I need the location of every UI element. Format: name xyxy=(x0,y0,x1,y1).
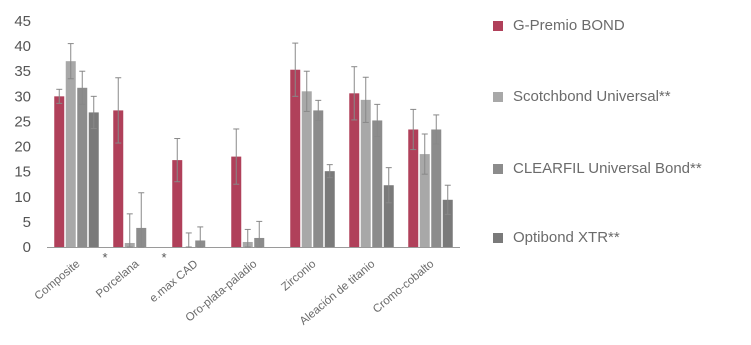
bar-scotchbond-universal-composite xyxy=(65,61,76,247)
bar-scotchbond-universal-aleacion-de-titanio xyxy=(360,99,371,247)
error-bar-clearfil-universal-bond-zirconio xyxy=(315,99,322,121)
x-tick-label-zirconio: Zirconio xyxy=(279,258,318,293)
x-tick-label-porcelana: Porcelana xyxy=(94,258,142,301)
bar-clearfil-universal-bond-zirconio xyxy=(313,110,324,247)
annotation-asterisk-1: * xyxy=(102,250,107,265)
x-tick-label-cromo-cobalto: Cromo-cobalto xyxy=(371,258,436,316)
error-bar-optibond-xtr-zirconio xyxy=(326,164,333,179)
bar-optibond-xtr-zirconio xyxy=(324,171,335,247)
x-axis: Composite Porcelana e.max CADOro-plata-pal… xyxy=(33,247,460,328)
error-bar-clearfil-universal-bond-oro-plata-paladio xyxy=(256,220,263,248)
bar-clearfil-universal-bond-composite xyxy=(77,87,88,247)
legend-swatch-clearfil-universal-bond xyxy=(493,163,503,174)
legend-swatch-g-premio-bond xyxy=(493,20,503,31)
x-tick-label-composite: Composite xyxy=(33,258,83,303)
error-bar-g-premio-bond-oro-plata-paladio xyxy=(233,128,240,185)
error-bar-g-premio-bond-e-max-cad xyxy=(174,138,181,183)
error-bar-clearfil-universal-bond-composite xyxy=(79,70,86,105)
error-bar-g-premio-bond-cromo-cobalto xyxy=(410,108,417,151)
legend-item-optibond-xtr: Optibond XTR** xyxy=(493,229,620,246)
error-bar-scotchbond-universal-composite xyxy=(67,43,74,80)
bar-g-premio-bond-zirconio xyxy=(290,69,301,248)
y-tick-label: 45 xyxy=(14,13,31,30)
legend-item-g-premio-bond: G-Premio BOND xyxy=(493,17,625,34)
y-tick-label: 35 xyxy=(14,63,31,80)
error-bar-clearfil-universal-bond-porcelana xyxy=(138,192,145,248)
bar-clearfil-universal-bond-cromo-cobalto xyxy=(431,129,442,247)
bar-g-premio-bond-composite xyxy=(54,96,65,247)
y-tick-label: 30 xyxy=(14,88,31,105)
legend-item-clearfil-universal-bond: CLEARFIL Universal Bond** xyxy=(493,160,702,177)
error-bar-g-premio-bond-composite xyxy=(56,88,63,104)
bar-scotchbond-universal-zirconio xyxy=(301,91,312,247)
legend-swatch-optibond-xtr xyxy=(493,232,503,243)
bar-chart: 0 5 10 15 20 25 30 35 40 45 Composite Porcelana e.m… xyxy=(14,13,460,328)
bar-optibond-xtr-composite xyxy=(88,112,99,247)
error-bar-scotchbond-universal-e-max-cad xyxy=(185,232,192,248)
bar-optibond-xtr-aleacion-de-titanio xyxy=(383,185,394,247)
y-tick-label: 25 xyxy=(14,113,31,130)
legend-swatch-scotchbond-universal xyxy=(493,91,503,102)
error-bar-optibond-xtr-cromo-cobalto xyxy=(444,184,451,215)
y-tick-label: 20 xyxy=(14,139,31,156)
error-bar-scotchbond-universal-porcelana xyxy=(126,213,133,248)
annotations: * * xyxy=(102,250,166,265)
error-bar-g-premio-bond-zirconio xyxy=(292,42,299,97)
bar-g-premio-bond-e-max-cad xyxy=(172,160,183,247)
error-bar-scotchbond-universal-oro-plata-paladio xyxy=(244,228,251,248)
y-tick-label: 5 xyxy=(23,214,31,231)
bar-g-premio-bond-porcelana xyxy=(113,110,124,247)
error-bars xyxy=(56,42,451,248)
annotation-asterisk-2: * xyxy=(161,250,166,265)
bars xyxy=(54,61,453,248)
bar-g-premio-bond-cromo-cobalto xyxy=(408,129,419,247)
y-tick-label: 0 xyxy=(23,239,31,256)
error-bar-clearfil-universal-bond-aleacion-de-titanio xyxy=(374,103,381,138)
error-bar-clearfil-universal-bond-cromo-cobalto xyxy=(433,114,440,145)
legend-item-scotchbond-universal: Scotchbond Universal** xyxy=(493,88,671,105)
bar-optibond-xtr-cromo-cobalto xyxy=(442,199,453,247)
legend-label-scotchbond-universal: Scotchbond Universal** xyxy=(513,88,671,105)
bar-clearfil-universal-bond-aleacion-de-titanio xyxy=(372,120,383,247)
error-bar-scotchbond-universal-aleacion-de-titanio xyxy=(362,76,369,123)
y-axis: 0 5 10 15 20 25 30 35 40 45 xyxy=(14,13,31,256)
legend-label-g-premio-bond: G-Premio BOND xyxy=(513,17,625,34)
error-bar-optibond-xtr-composite xyxy=(90,95,97,129)
error-bar-scotchbond-universal-cromo-cobalto xyxy=(421,133,428,175)
error-bar-optibond-xtr-aleacion-de-titanio xyxy=(385,167,392,204)
bar-scotchbond-universal-cromo-cobalto xyxy=(419,154,430,247)
bar-g-premio-bond-oro-plata-paladio xyxy=(231,156,242,247)
error-bar-g-premio-bond-aleacion-de-titanio xyxy=(351,66,358,121)
error-bar-scotchbond-universal-zirconio xyxy=(303,70,310,112)
error-bar-g-premio-bond-porcelana xyxy=(115,77,122,144)
y-tick-label: 40 xyxy=(14,38,31,55)
legend-label-clearfil-universal-bond: CLEARFIL Universal Bond** xyxy=(513,160,702,177)
bar-g-premio-bond-aleacion-de-titanio xyxy=(349,93,360,247)
y-tick-label: 15 xyxy=(14,164,31,181)
x-tick-label-e-max-cad: e.max CAD xyxy=(148,258,201,305)
y-tick-label: 10 xyxy=(14,189,31,206)
error-bar-clearfil-universal-bond-e-max-cad xyxy=(197,226,204,248)
legend-label-optibond-xtr: Optibond XTR** xyxy=(513,229,620,246)
